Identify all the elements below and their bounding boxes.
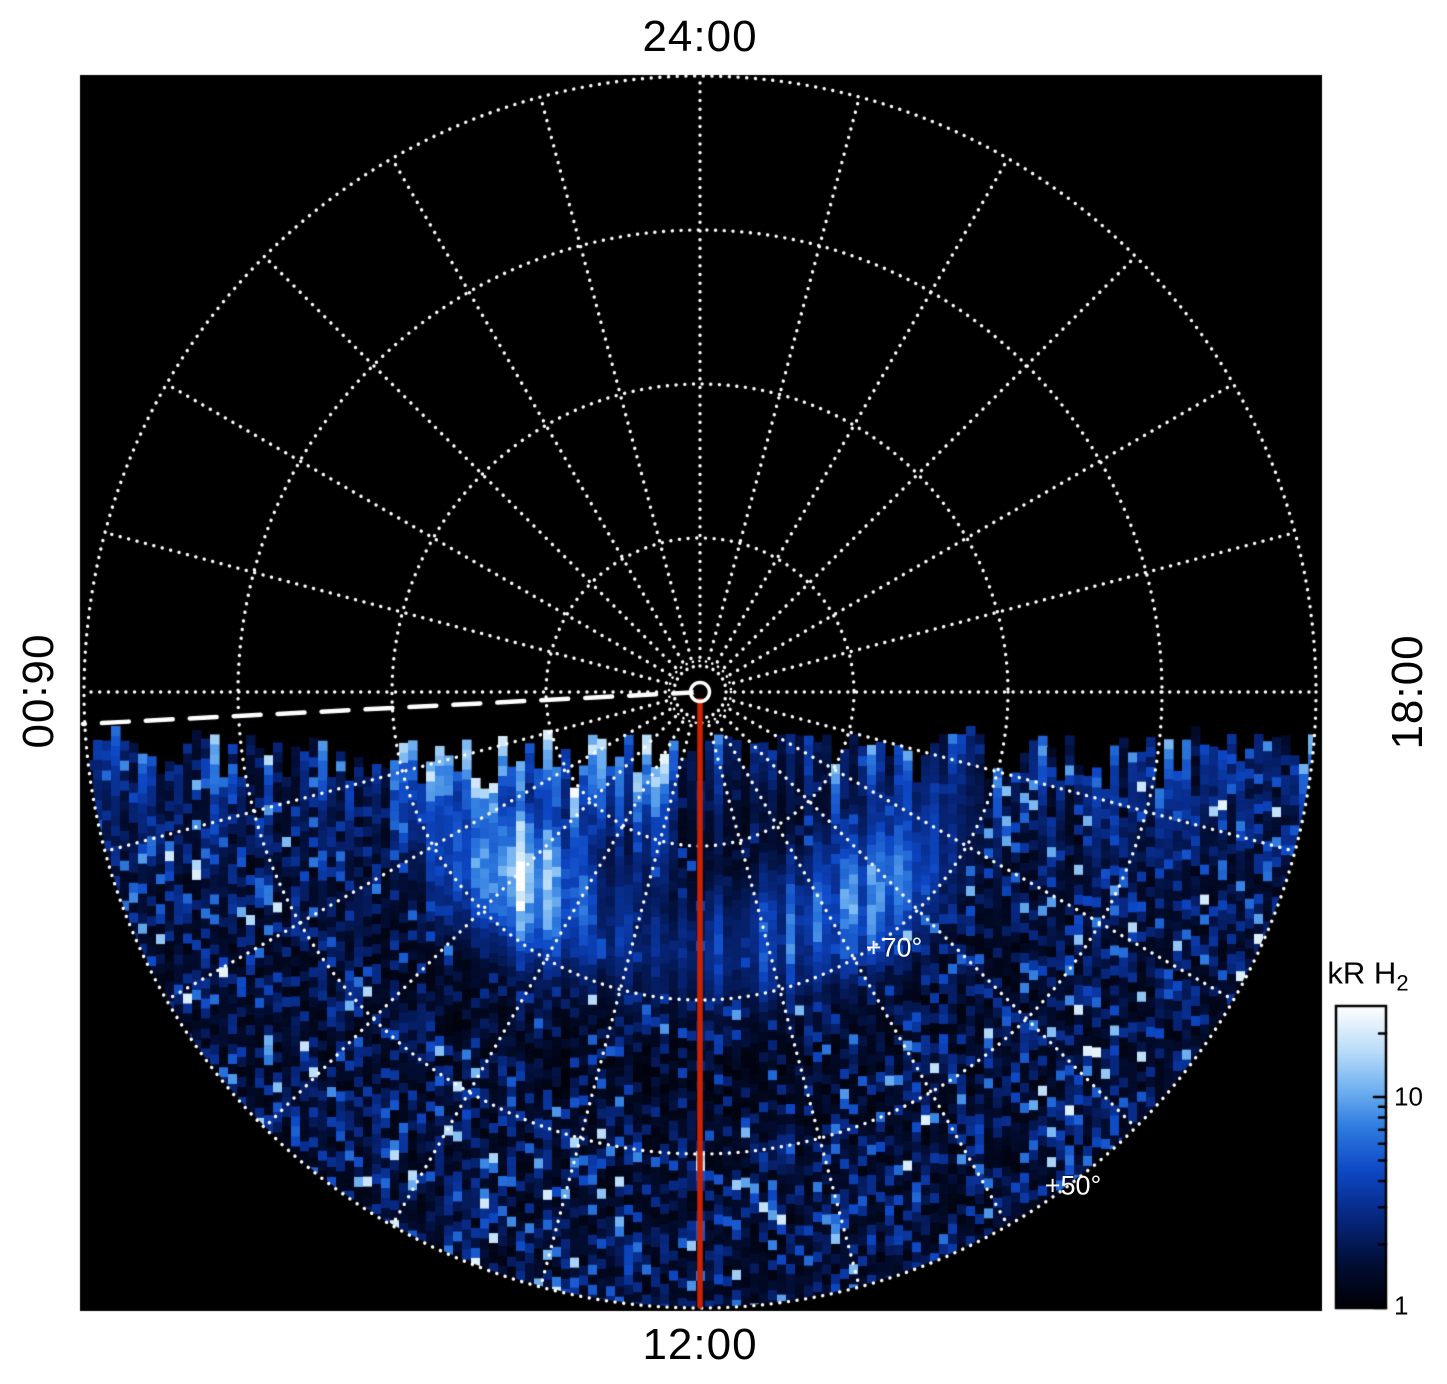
local-time-label-1800: 18:00: [1383, 634, 1432, 750]
local-time-label-2400: 24:00: [642, 12, 758, 61]
latitude-label-50: +50°: [1044, 1170, 1102, 1201]
colorbar-title-text: kR H: [1327, 955, 1397, 991]
colorbar-title-subscript: 2: [1396, 970, 1409, 996]
colorbar-tick-label-1: 1: [1394, 1290, 1409, 1321]
latitude-label-70: +70°: [865, 932, 923, 963]
colorbar-title: kR H2: [1327, 955, 1408, 996]
colorbar-tick-label-10: 10: [1394, 1081, 1423, 1112]
local-time-label-1200: 12:00: [642, 1320, 758, 1369]
local-time-label-0600: 06:00: [13, 634, 62, 750]
